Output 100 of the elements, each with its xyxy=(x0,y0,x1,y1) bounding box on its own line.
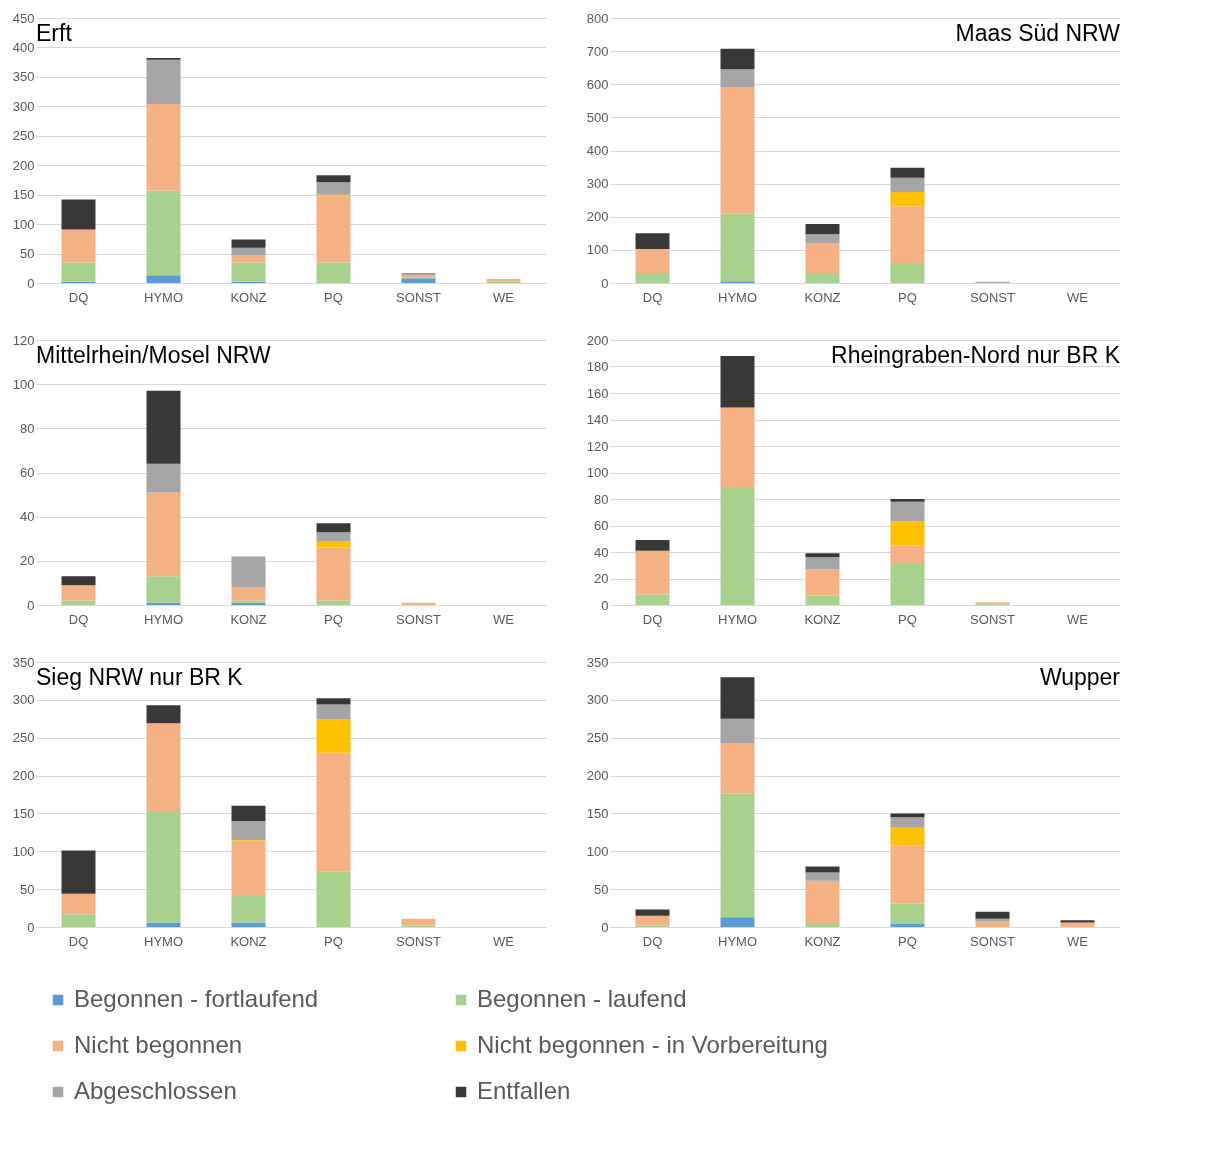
y-tick-label: 500 xyxy=(586,109,609,125)
y-tick-label: 400 xyxy=(586,143,609,158)
x-tick-label: SONST xyxy=(396,289,441,305)
x-tick-label: KONZ xyxy=(230,289,267,305)
y-tick-label: 0 xyxy=(27,275,35,291)
x-tick-label: WE xyxy=(493,289,515,305)
x-tick-label: DQ xyxy=(68,289,89,305)
y-tick-label: 250 xyxy=(586,730,609,746)
y-tick-label: 300 xyxy=(12,692,35,708)
y-tick-label: 200 xyxy=(586,332,609,348)
y-tick-label: 100 xyxy=(586,242,609,258)
x-tick-label: WE xyxy=(493,933,515,949)
x-tick-label: HYMO xyxy=(718,933,757,949)
y-tick-label: 700 xyxy=(586,43,609,59)
chart-title: Erft xyxy=(36,20,73,46)
y-tick-label: 150 xyxy=(586,805,609,821)
x-tick-label: SONST xyxy=(970,933,1015,949)
y-tick-label: 80 xyxy=(594,491,609,507)
x-tick-label: WE xyxy=(493,611,515,627)
x-tick-label: PQ xyxy=(324,289,343,305)
y-tick-label: 60 xyxy=(20,465,35,480)
y-tick-label: 200 xyxy=(12,157,35,173)
y-tick-label: 60 xyxy=(594,518,609,533)
y-tick-label: 50 xyxy=(594,881,609,897)
x-tick-label: DQ xyxy=(642,289,663,305)
x-tick-label: DQ xyxy=(642,933,663,949)
y-tick-label: 200 xyxy=(586,209,609,225)
y-tick-label: 150 xyxy=(12,805,35,821)
x-tick-label: DQ xyxy=(68,611,89,627)
y-tick-label: 0 xyxy=(27,919,35,935)
y-tick-label: 250 xyxy=(12,128,35,144)
x-tick-label: HYMO xyxy=(144,289,183,305)
x-tick-label: SONST xyxy=(970,289,1015,305)
y-tick-label: 250 xyxy=(12,730,35,746)
y-tick-label: 800 xyxy=(586,10,609,26)
y-tick-label: 160 xyxy=(586,385,609,401)
y-tick-label: 120 xyxy=(12,332,35,348)
x-tick-label: WE xyxy=(1067,289,1089,305)
x-tick-label: KONZ xyxy=(230,933,267,949)
legend-label: Nicht begonnen - in Vorbereitung xyxy=(477,1031,828,1058)
x-tick-label: SONST xyxy=(396,933,441,949)
x-tick-label: DQ xyxy=(642,611,663,627)
chart-title: Sieg NRW nur BR K xyxy=(36,664,244,690)
x-tick-label: PQ xyxy=(898,933,917,949)
y-tick-label: 350 xyxy=(12,69,35,85)
y-tick-label: 600 xyxy=(586,76,609,92)
x-tick-label: HYMO xyxy=(144,933,183,949)
x-tick-label: PQ xyxy=(898,289,917,305)
y-tick-label: 400 xyxy=(12,39,35,55)
y-tick-label: 350 xyxy=(12,654,35,670)
y-tick-label: 300 xyxy=(586,692,609,708)
y-tick-label: 150 xyxy=(12,187,35,203)
legend-label: Begonnen - laufend xyxy=(477,985,687,1012)
y-tick-label: 0 xyxy=(601,597,609,613)
x-tick-label: DQ xyxy=(68,933,89,949)
y-tick-label: 140 xyxy=(586,412,609,427)
chart-title: Rheingraben-Nord nur BR K xyxy=(831,342,1121,368)
chart-title: Maas Süd NRW xyxy=(955,20,1121,46)
x-tick-label: PQ xyxy=(324,933,343,949)
y-tick-label: 40 xyxy=(20,509,35,525)
y-tick-label: 20 xyxy=(594,571,609,586)
y-tick-label: 450 xyxy=(12,10,35,26)
y-tick-label: 50 xyxy=(20,246,35,262)
x-tick-label: WE xyxy=(1067,611,1089,627)
y-tick-label: 300 xyxy=(586,176,609,192)
y-tick-label: 0 xyxy=(601,275,609,291)
y-tick-label: 200 xyxy=(12,768,35,784)
x-tick-label: KONZ xyxy=(804,289,841,305)
x-tick-label: KONZ xyxy=(230,611,267,627)
legend-label: Abgeschlossen xyxy=(74,1077,237,1104)
y-tick-label: 100 xyxy=(12,376,35,392)
x-tick-label: PQ xyxy=(898,611,917,627)
y-tick-label: 0 xyxy=(27,597,35,613)
x-tick-label: PQ xyxy=(324,611,343,627)
x-tick-label: HYMO xyxy=(144,611,183,627)
legend-label: Nicht begonnen xyxy=(74,1031,243,1058)
y-tick-label: 100 xyxy=(586,843,609,859)
x-tick-label: HYMO xyxy=(718,289,757,305)
y-tick-label: 300 xyxy=(12,98,35,114)
legend-label: Entfallen xyxy=(477,1077,571,1104)
y-tick-label: 80 xyxy=(20,420,35,436)
y-tick-label: 50 xyxy=(20,881,35,897)
y-tick-label: 350 xyxy=(586,654,609,670)
chart-title: Mittelrhein/Mosel NRW xyxy=(36,342,272,368)
x-tick-label: HYMO xyxy=(718,611,757,627)
y-tick-label: 120 xyxy=(586,438,609,454)
y-tick-label: 0 xyxy=(601,919,609,935)
x-tick-label: KONZ xyxy=(804,611,841,627)
x-tick-label: SONST xyxy=(396,611,441,627)
y-tick-label: 100 xyxy=(12,216,35,232)
y-tick-label: 100 xyxy=(12,843,35,859)
y-tick-label: 100 xyxy=(586,465,609,480)
y-tick-label: 40 xyxy=(594,544,609,560)
chart-title: Wupper xyxy=(1039,664,1121,690)
y-tick-label: 200 xyxy=(586,768,609,784)
x-tick-label: KONZ xyxy=(804,933,841,949)
y-tick-label: 180 xyxy=(586,359,609,374)
legend-label: Begonnen - fortlaufend xyxy=(74,985,319,1012)
x-tick-label: WE xyxy=(1067,933,1089,949)
y-tick-label: 20 xyxy=(20,553,35,569)
